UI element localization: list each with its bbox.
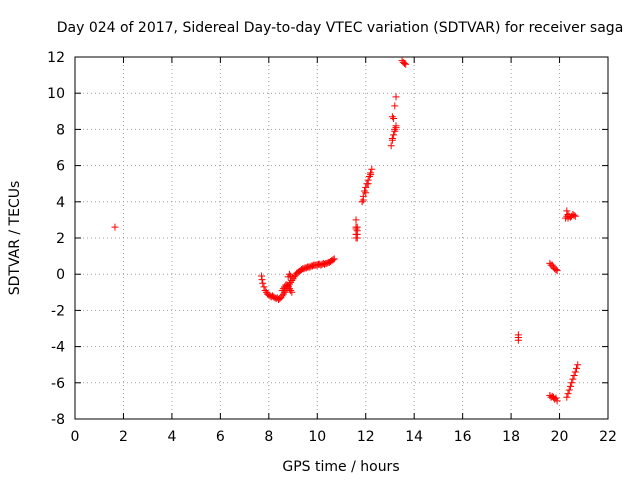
- chart-title: Day 024 of 2017, Sidereal Day-to-day VTE…: [57, 20, 624, 36]
- data-point: [391, 102, 399, 110]
- y-tick-label: -4: [51, 340, 65, 356]
- data-point: [392, 93, 400, 101]
- x-axis-label: GPS time / hours: [282, 459, 399, 475]
- y-tick-label: 2: [56, 231, 65, 247]
- data-point: [364, 180, 372, 188]
- data-point: [548, 261, 556, 269]
- data-point: [285, 285, 293, 293]
- y-tick-label: 8: [56, 122, 65, 138]
- data-point: [279, 285, 287, 293]
- y-axis-label: SDTVAR / TECUs: [7, 181, 23, 296]
- data-point: [563, 207, 571, 215]
- data-point: [283, 281, 291, 289]
- x-tick-label: 20: [551, 429, 569, 445]
- data-point: [563, 393, 571, 401]
- data-point: [571, 212, 579, 220]
- axis-ticks: 0 2 4 6 8 10 12 14 16 18 20 22 -8 -6 -4 -2 0 2 4 6 8 10 12: [47, 50, 617, 445]
- data-point: [402, 60, 410, 68]
- x-tick-label: 8: [264, 429, 273, 445]
- plot-frame: [74, 56, 609, 420]
- data-point: [261, 286, 269, 294]
- data-point: [514, 336, 522, 344]
- data-point: [390, 115, 398, 123]
- data-point: [277, 294, 285, 302]
- data-point: [259, 279, 267, 287]
- data-point: [365, 172, 373, 180]
- data-point: [288, 277, 296, 285]
- data-point: [258, 276, 266, 284]
- y-tick-label: 6: [56, 159, 65, 175]
- x-tick-label: 14: [405, 429, 423, 445]
- x-tick-label: 22: [599, 429, 617, 445]
- data-point: [566, 382, 574, 390]
- data-point: [287, 278, 295, 286]
- y-tick-label: -8: [51, 412, 65, 428]
- data-point: [571, 368, 579, 376]
- data-point: [574, 361, 582, 369]
- data-point: [387, 142, 395, 150]
- data-point: [352, 216, 360, 224]
- data-point: [552, 266, 560, 274]
- data-point: [573, 364, 581, 372]
- data-point: [362, 189, 370, 197]
- y-tick-label: 0: [56, 267, 65, 283]
- data-point: [564, 390, 572, 398]
- data-point: [330, 255, 338, 263]
- data-point: [570, 211, 578, 219]
- y-tick-label: -2: [51, 303, 65, 319]
- data-point: [260, 283, 268, 291]
- data-point: [565, 386, 573, 394]
- data-point: [278, 286, 286, 294]
- x-tick-label: 12: [357, 429, 375, 445]
- data-point: [391, 127, 399, 135]
- y-tick-label: -6: [51, 376, 65, 392]
- x-tick-label: 10: [308, 429, 326, 445]
- data-point: [569, 375, 577, 383]
- data-point: [288, 288, 296, 296]
- grid: [75, 57, 608, 419]
- y-tick-label: 10: [47, 86, 65, 102]
- data-point: [287, 286, 295, 294]
- data-point: [553, 397, 561, 405]
- data-point: [392, 124, 400, 132]
- x-tick-label: 4: [167, 429, 176, 445]
- y-tick-label: 12: [47, 50, 65, 66]
- data-point: [368, 165, 376, 173]
- data-point: [111, 223, 119, 231]
- data-point: [284, 283, 292, 291]
- data-point: [285, 270, 293, 278]
- y-tick-label: 4: [56, 195, 65, 211]
- x-tick-label: 0: [71, 429, 80, 445]
- data-point: [390, 131, 398, 139]
- data-point: [388, 134, 396, 142]
- data-point: [553, 267, 561, 275]
- data-points: [111, 57, 582, 405]
- data-point: [388, 113, 396, 121]
- data-point: [353, 234, 361, 242]
- x-tick-label: 6: [216, 429, 225, 445]
- data-point: [358, 198, 366, 206]
- data-point: [329, 256, 337, 264]
- data-point: [359, 196, 367, 204]
- data-point: [367, 171, 375, 179]
- x-tick-label: 16: [454, 429, 472, 445]
- data-point: [290, 273, 298, 281]
- x-tick-label: 2: [119, 429, 128, 445]
- data-point: [361, 187, 369, 195]
- data-point: [568, 379, 576, 387]
- x-tick-label: 18: [502, 429, 520, 445]
- data-point: [564, 210, 572, 218]
- data-point: [570, 372, 578, 380]
- data-point: [287, 272, 295, 280]
- data-point: [400, 59, 408, 67]
